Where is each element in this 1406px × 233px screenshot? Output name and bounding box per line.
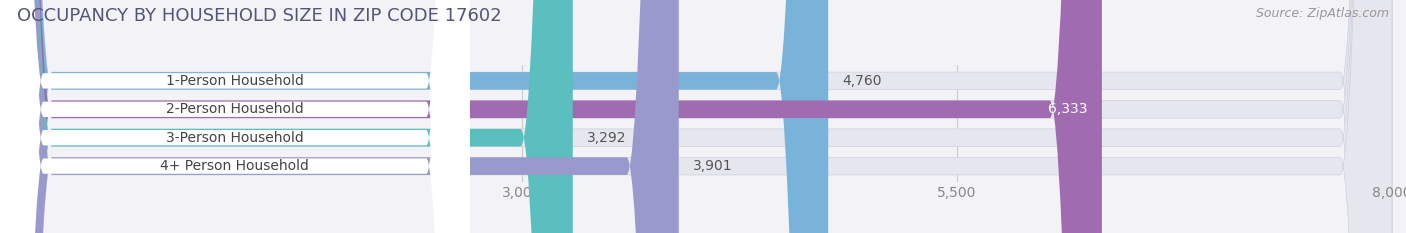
FancyBboxPatch shape	[0, 0, 470, 233]
Text: 4,760: 4,760	[842, 74, 882, 88]
Text: Source: ZipAtlas.com: Source: ZipAtlas.com	[1256, 7, 1389, 20]
Text: 2-Person Household: 2-Person Household	[166, 102, 304, 116]
FancyBboxPatch shape	[0, 0, 572, 233]
FancyBboxPatch shape	[0, 0, 470, 233]
Text: 1-Person Household: 1-Person Household	[166, 74, 304, 88]
FancyBboxPatch shape	[0, 0, 679, 233]
Text: 3-Person Household: 3-Person Household	[166, 131, 304, 145]
Text: 3,901: 3,901	[693, 159, 733, 173]
FancyBboxPatch shape	[0, 0, 828, 233]
Text: 4+ Person Household: 4+ Person Household	[160, 159, 309, 173]
Text: 6,333: 6,333	[1049, 102, 1088, 116]
FancyBboxPatch shape	[0, 0, 1102, 233]
Text: OCCUPANCY BY HOUSEHOLD SIZE IN ZIP CODE 17602: OCCUPANCY BY HOUSEHOLD SIZE IN ZIP CODE …	[17, 7, 502, 25]
Text: 3,292: 3,292	[586, 131, 626, 145]
FancyBboxPatch shape	[0, 0, 470, 233]
FancyBboxPatch shape	[0, 0, 470, 233]
